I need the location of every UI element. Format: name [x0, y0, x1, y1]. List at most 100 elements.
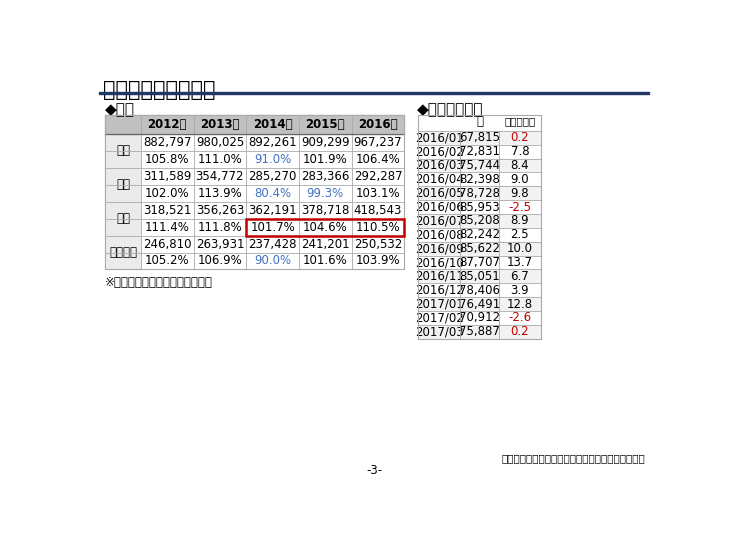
Text: 318,521: 318,521	[143, 204, 191, 217]
Text: 6.7: 6.7	[510, 270, 529, 283]
Text: 2016/05: 2016/05	[415, 187, 464, 199]
Text: 101.6%: 101.6%	[303, 255, 347, 268]
Text: ◆年計: ◆年計	[105, 102, 135, 117]
Bar	[418, 269, 541, 283]
Text: 総計: 総計	[116, 144, 130, 158]
Text: 2016/04: 2016/04	[415, 173, 464, 186]
Text: 10.0: 10.0	[507, 242, 533, 255]
Text: 99.3%: 99.3%	[307, 187, 344, 199]
Text: 9.0: 9.0	[510, 173, 529, 186]
Bar	[105, 116, 404, 134]
Text: 2017/02: 2017/02	[415, 311, 464, 324]
Bar	[352, 134, 404, 151]
Text: 分譲住宅: 分譲住宅	[109, 246, 137, 259]
Text: 戸: 戸	[476, 115, 483, 128]
Text: 2013年: 2013年	[200, 118, 239, 131]
Bar	[105, 185, 141, 202]
Bar	[418, 172, 541, 186]
Bar	[99, 92, 649, 94]
Text: 250,532: 250,532	[354, 238, 402, 251]
Bar	[418, 200, 541, 214]
Text: （国土交通省「建設着工統計調査報告」より作成）: （国土交通省「建設着工統計調査報告」より作成）	[502, 453, 645, 463]
Text: 3.9: 3.9	[510, 284, 529, 296]
Text: 356,263: 356,263	[196, 204, 244, 217]
Bar	[299, 185, 352, 202]
Bar	[299, 202, 352, 219]
Bar	[418, 325, 541, 339]
Text: ※上段：実数値　下段：前年対比: ※上段：実数値 下段：前年対比	[105, 276, 213, 289]
Text: 8.9: 8.9	[510, 214, 529, 227]
Text: 418,543: 418,543	[354, 204, 402, 217]
Bar	[418, 186, 541, 200]
Text: -2.6: -2.6	[508, 311, 531, 324]
Text: 104.6%: 104.6%	[303, 221, 347, 234]
Bar	[105, 134, 141, 151]
Text: 12.8: 12.8	[507, 298, 533, 311]
Text: 2016/01: 2016/01	[415, 131, 464, 144]
Bar	[352, 185, 404, 202]
Text: 283,366: 283,366	[301, 170, 350, 183]
Text: 909,299: 909,299	[301, 136, 350, 149]
Text: 2017/01: 2017/01	[415, 298, 464, 311]
Bar	[141, 185, 193, 202]
Bar	[352, 168, 404, 185]
Text: 90.0%: 90.0%	[254, 255, 291, 268]
Text: 前年同月比: 前年同月比	[504, 117, 535, 126]
Text: 2016/03: 2016/03	[415, 159, 464, 172]
Bar	[193, 185, 246, 202]
Bar	[105, 219, 141, 235]
Text: 13.7: 13.7	[507, 256, 533, 269]
Text: 892,261: 892,261	[248, 136, 297, 149]
Text: 85,953: 85,953	[459, 201, 500, 214]
Text: 362,191: 362,191	[248, 204, 297, 217]
Text: 111.4%: 111.4%	[145, 221, 190, 234]
Text: 110.5%: 110.5%	[356, 221, 400, 234]
Text: 住宅着工戸数の推移: 住宅着工戸数の推移	[103, 80, 215, 100]
Text: 78,406: 78,406	[459, 284, 500, 296]
Text: ◆月次（総計）: ◆月次（総計）	[417, 102, 483, 117]
Text: 292,287: 292,287	[354, 170, 402, 183]
Text: 8.4: 8.4	[510, 159, 529, 172]
Bar	[246, 235, 299, 252]
Bar	[418, 256, 541, 269]
Bar	[141, 151, 193, 168]
Text: 2016/12: 2016/12	[415, 284, 464, 296]
Text: 2016/11: 2016/11	[415, 270, 464, 283]
Text: 246,810: 246,810	[143, 238, 191, 251]
Bar	[352, 202, 404, 219]
Bar	[141, 219, 193, 235]
Text: 285,270: 285,270	[248, 170, 297, 183]
Bar	[418, 214, 541, 228]
Text: 103.1%: 103.1%	[356, 187, 400, 199]
Bar	[246, 151, 299, 168]
Text: 76,491: 76,491	[459, 298, 500, 311]
Text: 85,051: 85,051	[459, 270, 500, 283]
Text: 80.4%: 80.4%	[254, 187, 291, 199]
Bar	[193, 252, 246, 269]
Bar	[105, 252, 141, 269]
Text: 378,718: 378,718	[301, 204, 350, 217]
Bar	[246, 168, 299, 185]
Text: 貸家: 貸家	[116, 212, 130, 225]
Text: 106.4%: 106.4%	[356, 153, 400, 166]
Text: 111.8%: 111.8%	[198, 221, 242, 234]
Bar	[299, 219, 352, 235]
Bar	[246, 219, 404, 235]
Text: 2016/07: 2016/07	[415, 214, 464, 227]
Text: 113.9%: 113.9%	[198, 187, 242, 199]
Bar	[246, 219, 299, 235]
Text: 101.9%: 101.9%	[303, 153, 347, 166]
Bar	[246, 185, 299, 202]
Text: 2016/06: 2016/06	[415, 201, 464, 214]
Bar	[193, 235, 246, 252]
Bar	[299, 168, 352, 185]
Text: 87,707: 87,707	[459, 256, 500, 269]
Text: 263,931: 263,931	[196, 238, 244, 251]
Bar	[418, 311, 541, 325]
Bar	[246, 252, 299, 269]
Bar	[418, 228, 541, 242]
Text: 2016/08: 2016/08	[415, 228, 464, 241]
Text: 241,201: 241,201	[301, 238, 350, 251]
Text: 70,912: 70,912	[459, 311, 500, 324]
Bar	[141, 252, 193, 269]
